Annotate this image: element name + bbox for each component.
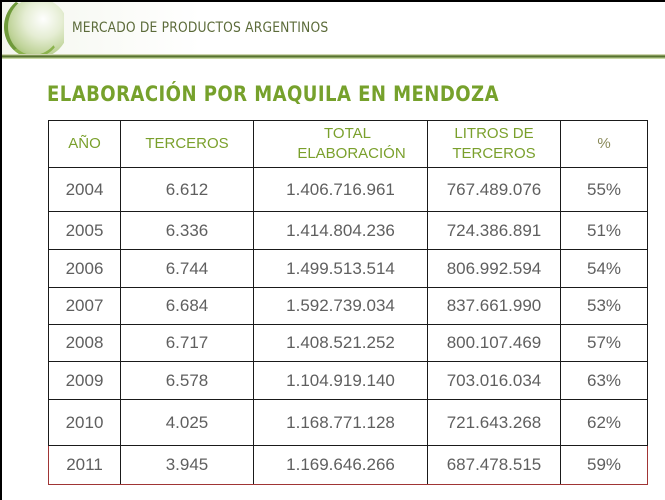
table-row: 2006 6.744 1.499.513.514 806.992.594 54% [48,249,648,288]
cell-total: 1.592.739.034 [253,287,428,325]
cell-terceros: 4.025 [120,399,254,446]
cell-total: 1.499.513.514 [253,249,428,288]
cell-year: 2010 [48,399,121,446]
cell-year: 2009 [48,361,121,400]
table-row: 2005 6.336 1.414.804.236 724.386.891 51% [48,211,648,250]
maquila-table: AÑO TERCEROS TOTAL ELABORACIÓN LITROS DE… [48,120,648,485]
cell-terceros: 6.684 [120,287,254,325]
green-orb-logo-icon [2,2,64,58]
cell-terceros: 6.717 [120,324,254,362]
table-row: 2007 6.684 1.592.739.034 837.661.990 53% [48,287,648,325]
cell-percent: 57% [560,324,648,362]
cell-total: 1.169.646.266 [253,445,428,485]
column-header-terceros: TERCEROS [120,120,254,168]
cell-percent: 51% [560,211,648,250]
column-header-year: AÑO [48,120,121,168]
cell-total: 1.408.521.252 [253,324,428,362]
cell-litros: 767.489.076 [427,167,561,212]
cell-year: 2011 [48,445,121,485]
cell-litros: 806.992.594 [427,249,561,288]
cell-percent: 62% [560,399,648,446]
page-header: MERCADO DE PRODUCTOS ARGENTINOS [2,2,665,58]
cell-litros: 800.107.469 [427,324,561,362]
table-row: 2010 4.025 1.168.771.128 721.643.268 62% [48,399,648,446]
cell-litros: 724.386.891 [427,211,561,250]
table-row: 2004 6.612 1.406.716.961 767.489.076 55% [48,167,648,212]
cell-total: 1.168.771.128 [253,399,428,446]
column-header-total-elaboracion: TOTAL ELABORACIÓN [253,120,428,168]
cell-percent: 63% [560,361,648,400]
cell-year: 2007 [48,287,121,325]
cell-terceros: 6.612 [120,167,254,212]
cell-year: 2008 [48,324,121,362]
cell-total: 1.104.919.140 [253,361,428,400]
table-row: 2009 6.578 1.104.919.140 703.016.034 63% [48,361,648,400]
column-header-percent: % [560,120,648,168]
cell-litros: 687.478.515 [427,445,561,485]
cell-total: 1.414.804.236 [253,211,428,250]
cell-terceros: 6.744 [120,249,254,288]
cell-percent: 53% [560,287,648,325]
cell-percent: 59% [560,445,648,485]
table-row-highlighted: 2011 3.945 1.169.646.266 687.478.515 59% [48,445,648,485]
cell-terceros: 6.578 [120,361,254,400]
column-header-litros-terceros: LITROS DE TERCEROS [427,120,561,168]
cell-litros: 703.016.034 [427,361,561,400]
cell-litros: 837.661.990 [427,287,561,325]
cell-total: 1.406.716.961 [253,167,428,212]
cell-year: 2004 [48,167,121,212]
cell-terceros: 3.945 [120,445,254,485]
brand-name: MERCADO DE PRODUCTOS ARGENTINOS [72,20,329,36]
cell-litros: 721.643.268 [427,399,561,446]
table-row: 2008 6.717 1.408.521.252 800.107.469 57% [48,324,648,362]
page-title: ELABORACIÓN POR MAQUILA EN MENDOZA [47,82,499,106]
cell-percent: 54% [560,249,648,288]
cell-year: 2006 [48,249,121,288]
table-header-row: AÑO TERCEROS TOTAL ELABORACIÓN LITROS DE… [48,120,648,168]
header-divider [2,54,665,59]
cell-percent: 55% [560,167,648,212]
cell-terceros: 6.336 [120,211,254,250]
cell-year: 2005 [48,211,121,250]
